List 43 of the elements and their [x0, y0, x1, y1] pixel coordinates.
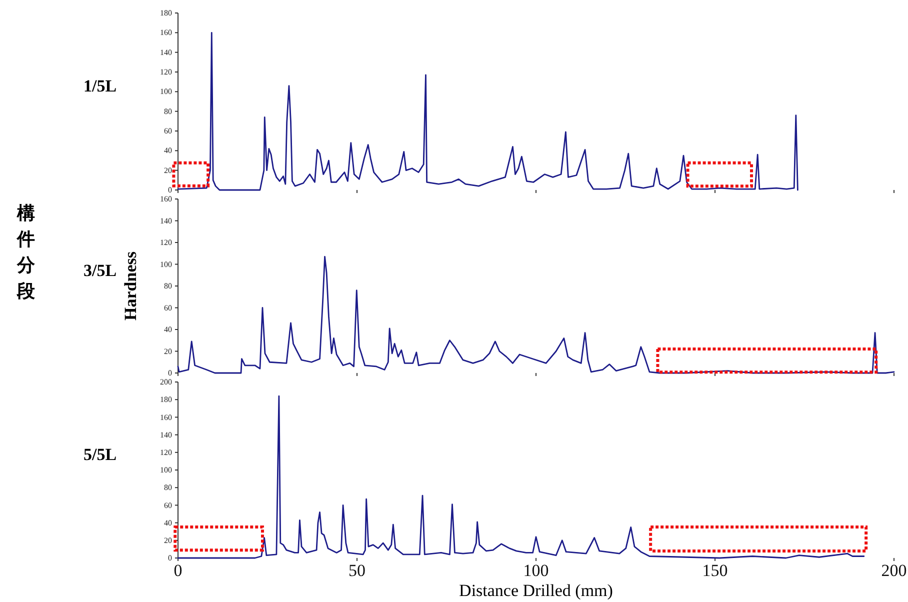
y-tick-label: 0: [168, 186, 172, 195]
y-tick-label: 200: [160, 378, 172, 387]
y-tick-label: 140: [160, 430, 172, 440]
y-tick-label: 60: [164, 303, 172, 312]
line-series: [177, 256, 895, 374]
x-axis-title: Distance Drilled (mm): [459, 581, 613, 600]
y-tick-label: 20: [164, 346, 172, 356]
y-tick-label: 180: [160, 8, 172, 18]
text: 5/5L: [83, 445, 117, 464]
y-tick-label: 40: [164, 146, 172, 156]
y-tick-label: 80: [164, 483, 172, 492]
text: 構件分段: [16, 203, 36, 301]
y-tick-label: 20: [164, 166, 172, 175]
y-tick-label: 60: [164, 126, 172, 136]
y-axis-title: Hardness: [121, 251, 140, 320]
y-tick-label: 0: [168, 368, 172, 378]
y-tick-label: 40: [164, 325, 172, 334]
y-tick-label: 180: [160, 395, 172, 404]
y-tick-label: 80: [164, 282, 172, 291]
x-tick-label: 200: [881, 561, 907, 580]
y-tick-label: 160: [160, 412, 172, 422]
text: 1/5L: [83, 76, 117, 96]
y-tick-label: 140: [160, 216, 172, 226]
x-tick-label: 50: [348, 561, 366, 580]
y-tick-label: 0: [168, 554, 172, 563]
x-tick-label: 100: [523, 561, 549, 580]
y-tick-label: 140: [160, 48, 172, 57]
y-tick-label: 100: [160, 87, 172, 96]
line-series: [177, 395, 865, 559]
y-tick-label: 120: [160, 238, 172, 248]
y-tick-label: 100: [160, 260, 172, 269]
line-series: [177, 32, 798, 191]
y-tick-label: 120: [160, 68, 172, 77]
y-tick-label: 20: [164, 536, 172, 545]
y-tick-label: 60: [164, 500, 172, 510]
x-tick-label: 150: [702, 561, 728, 580]
y-tick-label: 100: [160, 466, 172, 475]
y-tick-label: 160: [160, 28, 172, 38]
text: 3/5L: [83, 261, 117, 280]
y-tick-label: 40: [164, 518, 172, 528]
y-tick-label: 160: [160, 194, 172, 204]
y-tick-label: 120: [160, 448, 172, 457]
y-tick-label: 80: [164, 106, 172, 116]
